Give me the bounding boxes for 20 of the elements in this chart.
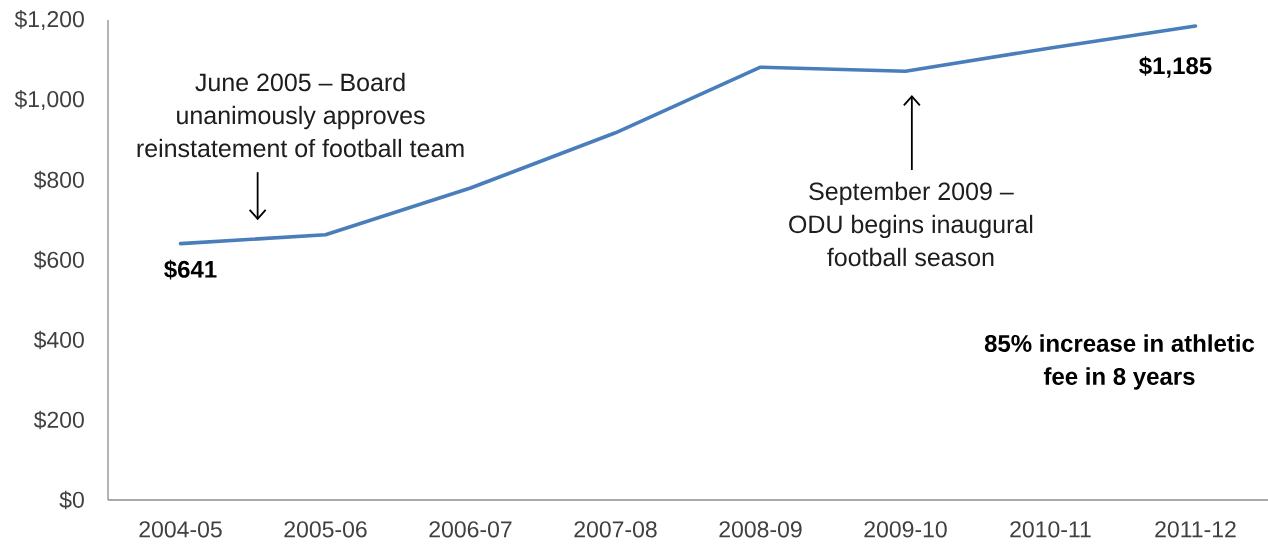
data-label: $1,185 <box>1139 56 1212 78</box>
y-tick-label: $600 <box>33 250 84 270</box>
annotation: September 2009 – ODU begins inaugural football season <box>789 181 1033 267</box>
x-tick-label: 2004-05 <box>139 521 222 538</box>
y-tick-label: $200 <box>33 410 84 430</box>
y-tick-label: $0 <box>59 490 84 510</box>
annotation: 85% increase in athletic fee in 8 years <box>984 334 1255 390</box>
y-tick-label: $400 <box>33 330 84 350</box>
x-tick-label: 2010-11 <box>1010 521 1091 538</box>
y-tick-label: $1,200 <box>14 10 84 30</box>
x-tick-label: 2009-10 <box>864 521 947 538</box>
x-tick-label: 2006-07 <box>429 521 512 538</box>
y-tick-label: $1,000 <box>14 90 84 110</box>
x-tick-label: 2005-06 <box>284 521 367 538</box>
x-tick-label: 2008-09 <box>719 521 802 538</box>
x-tick-label: 2007-08 <box>574 521 657 538</box>
y-tick-label: $800 <box>33 170 84 190</box>
annotation: June 2005 – Board unanimously approves reinstatement of football team <box>137 72 464 158</box>
data-label: $641 <box>164 259 217 280</box>
x-tick-label: 2011-12 <box>1155 521 1236 538</box>
